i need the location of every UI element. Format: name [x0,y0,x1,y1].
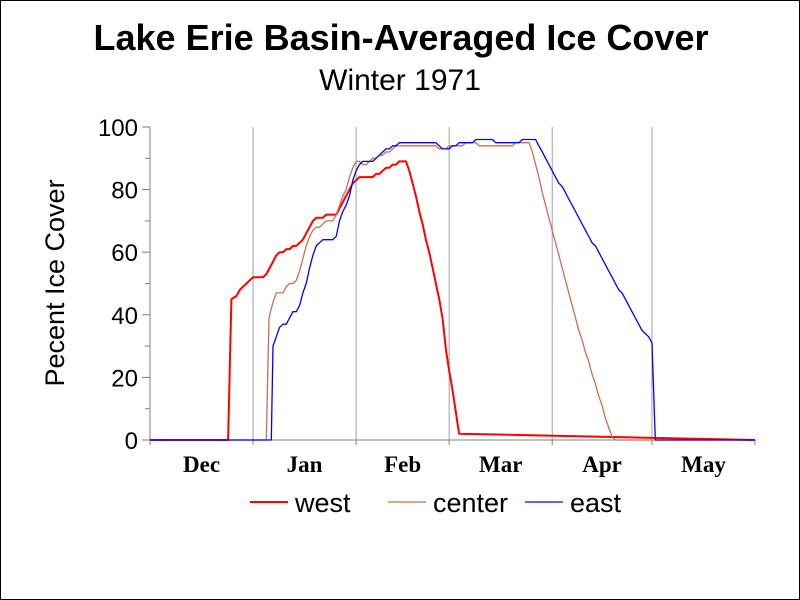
legend-label-east: east [570,488,622,518]
y-axis-label: Pecent Ice Cover [40,179,70,386]
y-tick-label: 20 [111,365,138,392]
y-tick-label: 100 [98,115,138,142]
y-tick-label: 80 [111,178,138,205]
legend-label-west: west [294,488,351,518]
x-tick-label: Feb [384,452,421,477]
x-tick-label: Dec [183,452,220,477]
legend-label-center: center [433,488,508,518]
chart-title: Lake Erie Basin-Averaged Ice Cover [94,17,709,58]
x-tick-label: Apr [582,452,622,477]
plot-area: 0 20 40 60 80 100 Dec Jan Feb Mar Apr May [98,115,756,477]
y-tick-label: 60 [111,240,138,267]
series-line-east [150,138,755,441]
x-tick-label: May [681,452,726,477]
chart-subtitle: Winter 1971 [319,64,481,97]
x-tick-label: Jan [287,452,323,477]
y-tick-label: 40 [111,303,138,330]
x-tick-label: Mar [479,452,522,477]
y-tick-label: 0 [125,428,138,455]
legend: west center east [250,488,622,518]
series-line-west [150,160,756,441]
